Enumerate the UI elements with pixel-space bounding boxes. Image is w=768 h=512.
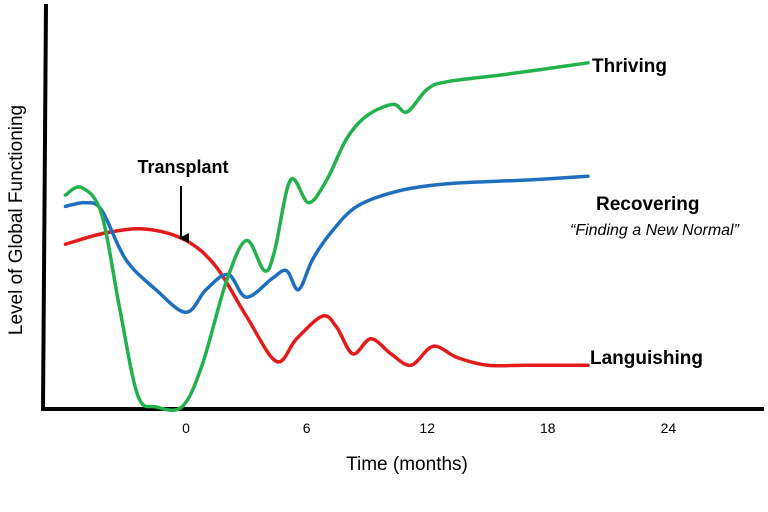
x-tick-label: 0	[182, 420, 190, 436]
x-tick-label: 24	[661, 420, 677, 436]
y-axis-line	[41, 3, 48, 410]
x-tick-label: 6	[303, 420, 311, 436]
transplant-annotation: Transplant	[137, 157, 228, 177]
series-label-languishing: Languishing	[590, 348, 703, 369]
y-axis-title: Level of Global Functioning	[6, 105, 27, 335]
x-tick-label: 12	[419, 420, 435, 436]
series-label-recovering: Recovering	[596, 194, 699, 215]
series-line-languishing	[63, 227, 590, 368]
x-axis-title: Time (months)	[346, 454, 468, 475]
series-line-thriving	[63, 61, 590, 413]
x-tick-label: 18	[540, 420, 556, 436]
series-note-recovering: “Finding a New Normal”	[570, 222, 740, 239]
series-label-thriving: Thriving	[592, 56, 667, 77]
series-line-recovering	[63, 174, 590, 315]
